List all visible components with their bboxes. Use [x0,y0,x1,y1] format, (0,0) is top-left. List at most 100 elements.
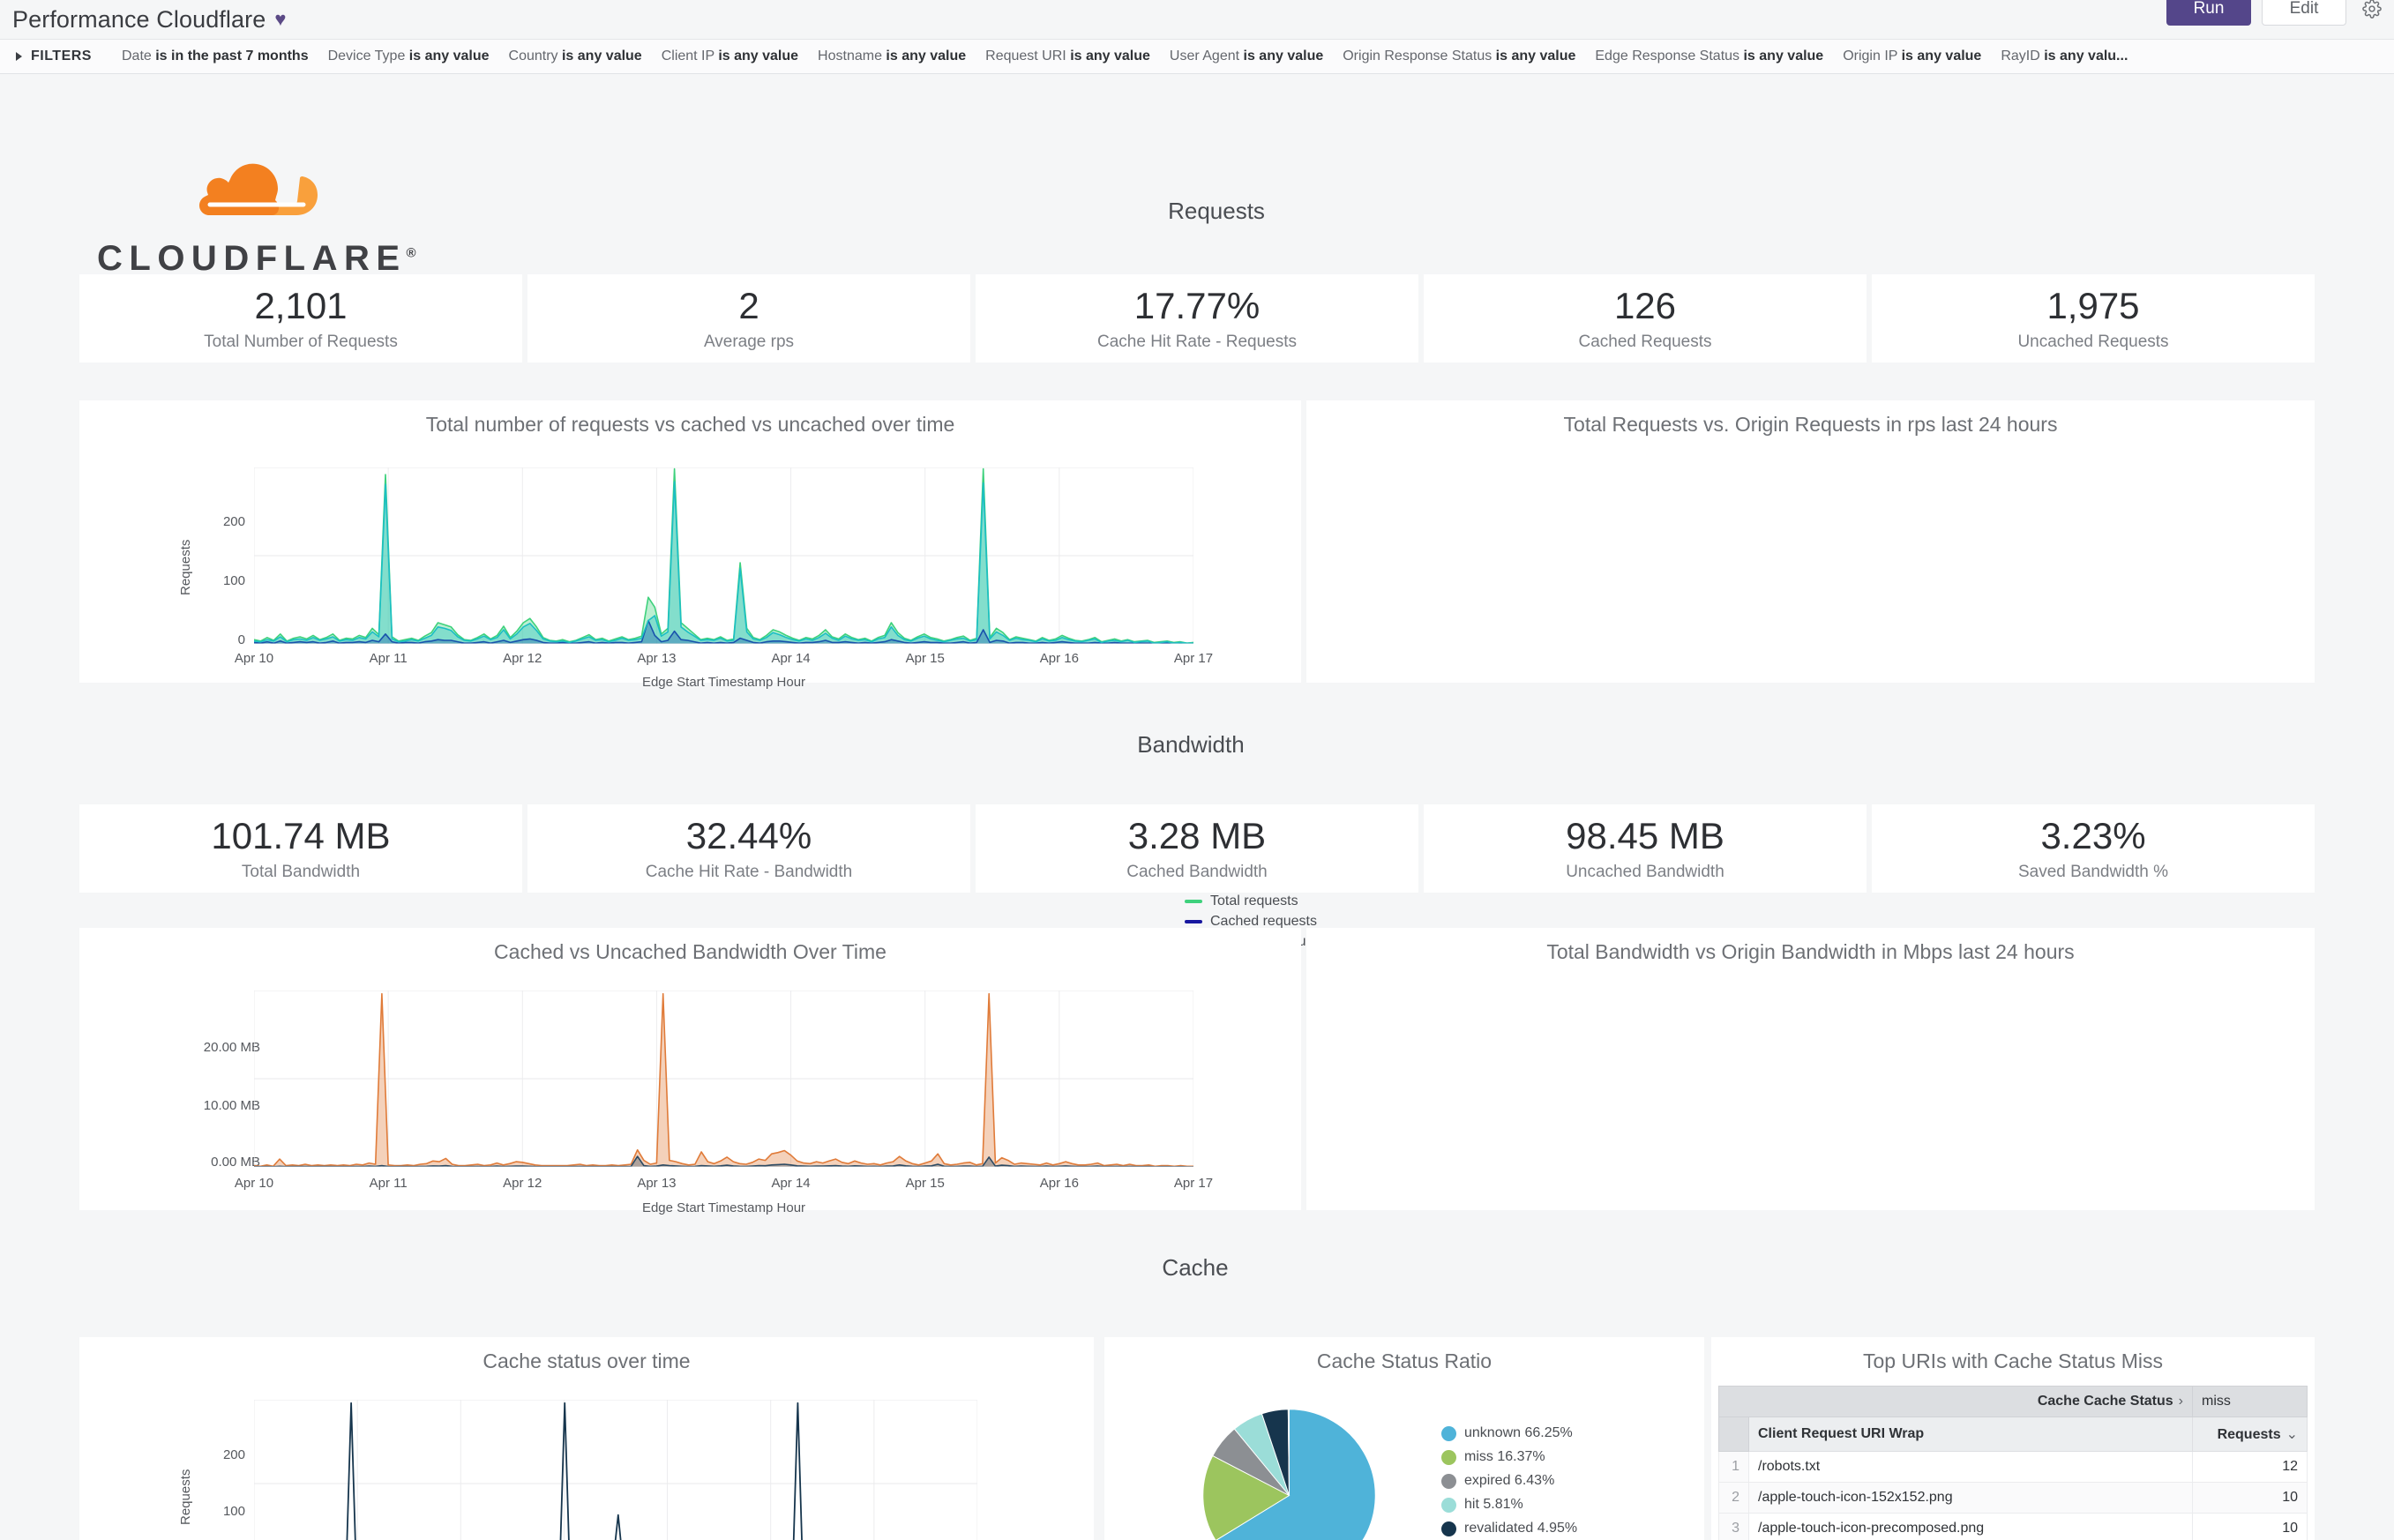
pie-legend-item[interactable]: miss 16.37% [1441,1449,1577,1465]
y-tick: 20.00 MB [203,1040,260,1055]
filter-chip[interactable]: Origin Response Status is any value [1343,49,1576,64]
x-tick: Apr 11 [369,651,408,666]
x-tick: Apr 17 [1173,651,1214,666]
pie-legend-item[interactable]: hit 5.81% [1441,1497,1577,1513]
row-requests: 10 [2192,1482,2308,1514]
legend-item[interactable]: Cached requests [1185,914,1332,930]
pie-legend-item[interactable]: unknown 66.25% [1441,1425,1577,1441]
top-uris-table: Cache Cache Status › miss Client Request … [1718,1386,2308,1540]
heart-icon[interactable]: ♥ [274,8,287,30]
filter-chip[interactable]: Origin IP is any value [1843,49,1982,64]
x-tick: Apr 13 [637,1176,677,1191]
kpi-tile[interactable]: 2 Average rps [527,274,970,363]
gear-icon[interactable] [2357,0,2387,24]
kpi-value: 2,101 [254,285,348,327]
run-button[interactable]: Run [2166,0,2251,26]
kpi-tile[interactable]: 3.28 MB Cached Bandwidth [976,804,1418,893]
kpi-tile[interactable]: 1,975 Uncached Requests [1872,274,2315,363]
legend-label: Cached requests [1210,914,1317,929]
x-tick: Apr 13 [637,651,677,666]
kpi-tile[interactable]: 2,101 Total Number of Requests [79,274,522,363]
chart-requests-over-time[interactable]: Requests 200 100 0 Apr 10 Apr 11 Apr 12 Apr… [79,437,1332,949]
section-title-bandwidth: Bandwidth [1137,731,1245,758]
row-uri[interactable]: /robots.txt [1748,1451,2193,1483]
cloudflare-wordmark: CLOUDFLARE® [97,239,468,279]
chart-bandwidth-over-time[interactable]: 20.00 MB 10.00 MB 0.00 MB Apr 10 Apr 11 Ap… [79,964,1301,1215]
col-header-uri[interactable]: Client Request URI Wrap [1748,1417,2193,1452]
kpi-label: Cache Hit Rate - Requests [1097,332,1297,351]
x-tick: Apr 12 [503,651,542,666]
table-row[interactable]: 3/apple-touch-icon-precomposed.png 10 [1718,1513,2308,1540]
bandwidth-kpi-row: 101.74 MB Total Bandwidth 32.44% Cache Hit … [79,804,2315,893]
table-title: Top URIs with Cache Status Miss [1862,1349,2163,1372]
kpi-tile[interactable]: 126 Cached Requests [1424,274,1867,363]
kpi-label: Cached Bandwidth [1126,862,1268,881]
chart-title-cache-ratio: Cache Status Ratio [1316,1349,1493,1372]
filters-toggle[interactable]: FILTERS [16,49,92,64]
pie-legend-item[interactable]: revalidated 4.95% [1441,1521,1577,1536]
kpi-value: 17.77% [1133,285,1261,327]
table-row[interactable]: 2/apple-touch-icon-152x152.png 10 [1718,1482,2308,1514]
dashboard-topbar: Performance Cloudflare ♥ Run Edit [0,0,2394,39]
chart-title-requests-vs-origin: Total Requests vs. Origin Requests in rp… [1563,413,2058,436]
table-header-row: Client Request URI Wrap Requests ⌄ [1718,1417,2308,1452]
filter-chip[interactable]: Country is any value [508,49,642,64]
x-tick: Apr 15 [905,1176,945,1191]
row-index: 1 [1718,1451,1749,1483]
kpi-tile[interactable]: 32.44% Cache Hit Rate - Bandwidth [527,804,970,893]
filter-chip[interactable]: RayID is any valu... [2001,49,2128,64]
panel-top-uris: Top URIs with Cache Status Miss Cache Ca… [1711,1337,2315,1540]
registered-mark: ® [406,245,416,261]
kpi-tile[interactable]: 98.45 MB Uncached Bandwidth [1424,804,1867,893]
x-tick: Apr 14 [771,651,811,666]
x-tick: Apr 14 [771,1176,811,1191]
kpi-value: 3.28 MB [1127,815,1267,857]
filter-chip[interactable]: Edge Response Status is any value [1595,49,1824,64]
pie-legend: unknown 66.25% miss 16.37% expired 6.43% hi… [1441,1425,1577,1540]
row-index: 2 [1718,1482,1749,1514]
chevron-down-icon: ⌄ [2286,1427,2298,1442]
kpi-label: Total Number of Requests [204,332,398,351]
row-uri[interactable]: /apple-touch-icon-152x152.png [1748,1482,2193,1514]
legend-item[interactable]: Total requests [1185,893,1332,909]
kpi-tile[interactable]: 3.23% Saved Bandwidth % [1872,804,2315,893]
filter-chip[interactable]: Hostname is any value [818,49,967,64]
group-header-value: miss [2192,1386,2308,1417]
x-tick: Apr 15 [905,651,945,666]
edit-button[interactable]: Edit [2262,0,2346,26]
row-uri[interactable]: /apple-touch-icon-precomposed.png [1748,1513,2193,1540]
chart-title-bandwidth-vs-origin: Total Bandwidth vs Origin Bandwidth in M… [1546,940,2075,963]
table-body: 1/robots.txt 12 2/apple-touch-icon-152x152… [1718,1451,2308,1540]
legend-swatch-icon [1185,900,1202,903]
chart-title-requests-over-time: Total number of requests vs cached vs un… [425,413,955,436]
kpi-label: Cached Requests [1578,332,1712,351]
filter-chip[interactable]: Request URI is any value [985,49,1150,64]
kpi-value: 1,975 [2046,285,2140,327]
requests-kpi-row: 2,101 Total Number of Requests 2 Average rp… [79,274,2315,363]
y-tick: 100 [222,1504,245,1519]
x-tick: Apr 11 [369,1176,408,1191]
filter-chip[interactable]: User Agent is any value [1169,49,1324,64]
filter-chip[interactable]: Device Type is any value [327,49,490,64]
cloudflare-wordmark-text: CLOUDFLARE [97,239,407,278]
pie-chart[interactable] [1194,1401,1384,1540]
table-row[interactable]: 1/robots.txt 12 [1718,1451,2308,1483]
x-tick: Apr 16 [1039,1176,1079,1191]
filter-bar: FILTERS Date is in the past 7 months Devi… [0,39,2394,74]
panel-cache-status-ratio: Cache Status Ratio unknown 66.25% miss 16… [1104,1337,1704,1540]
x-tick: Apr 12 [503,1176,542,1191]
kpi-tile[interactable]: 17.77% Cache Hit Rate - Requests [976,274,1418,363]
pie-legend-item[interactable]: expired 6.43% [1441,1473,1577,1489]
group-header-label: Cache Cache Status › [1718,1386,2193,1417]
kpi-label: Uncached Bandwidth [1566,862,1724,881]
kpi-value: 2 [738,285,759,327]
kpi-value: 98.45 MB [1566,815,1724,857]
col-header-requests[interactable]: Requests ⌄ [2192,1417,2308,1452]
filter-chip[interactable]: Date is in the past 7 months [121,49,309,64]
filter-chip[interactable]: Client IP is any value [661,49,799,64]
y-tick: 200 [222,514,245,529]
kpi-tile[interactable]: 101.74 MB Total Bandwidth [79,804,522,893]
